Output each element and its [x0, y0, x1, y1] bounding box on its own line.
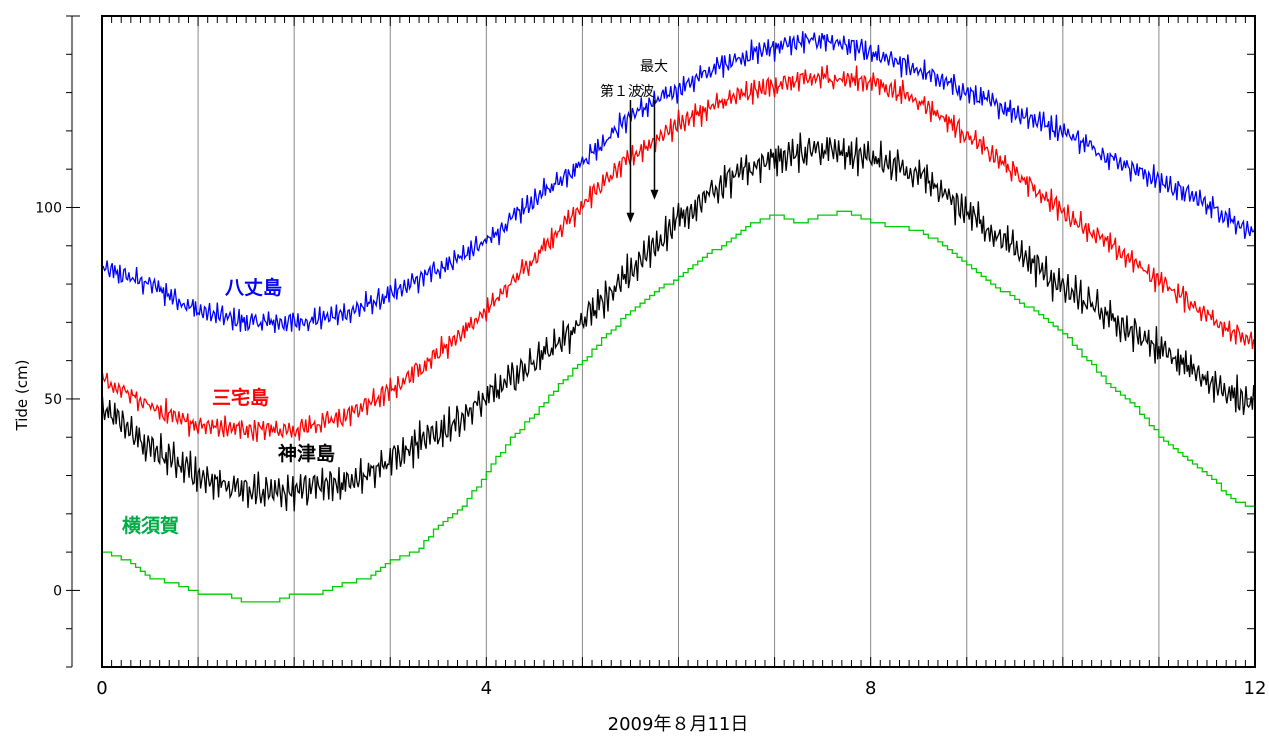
y-tick-label: 0 — [53, 583, 62, 599]
series-line-0 — [101, 31, 1256, 334]
series-label-kozushima: 神津島 — [278, 442, 335, 465]
series-line-3 — [102, 210, 1256, 603]
first-wave-arrowhead — [626, 212, 635, 223]
vertical-gridlines — [197, 16, 1160, 667]
x-tick-label: 8 — [865, 678, 876, 699]
series-layer — [101, 31, 1256, 603]
y-axis-label: Tide (cm) — [13, 360, 31, 432]
wave-annotations: 第１波 最大 波 — [600, 59, 668, 223]
plot-frame — [101, 15, 1256, 668]
y-ticks: 0 50 100 — [35, 15, 1255, 668]
x-tick-label: 0 — [96, 678, 107, 699]
x-tick-label: 12 — [1244, 678, 1267, 699]
series-label-hachijojima: 八丈島 — [225, 276, 282, 299]
x-tick-labels: 0 4 8 12 — [96, 678, 1266, 699]
x-tick-label: 4 — [481, 678, 492, 699]
max-wave-arrowhead — [650, 189, 659, 200]
series-label-yokosuka: 横須賀 — [122, 514, 179, 537]
y-tick-label: 100 — [35, 200, 62, 216]
annotation-first-wave: 第１波 — [600, 83, 642, 100]
y-tick-label: 50 — [44, 392, 62, 408]
series-line-1 — [101, 65, 1256, 442]
x-axis-label: 2009年８月11日 — [608, 714, 749, 735]
annotation-max-label-1: 最大 — [640, 59, 668, 75]
series-line-2 — [101, 132, 1256, 512]
series-label-miyakejima: 三宅島 — [212, 386, 269, 409]
annotation-max-label-2: 波 — [640, 84, 654, 100]
